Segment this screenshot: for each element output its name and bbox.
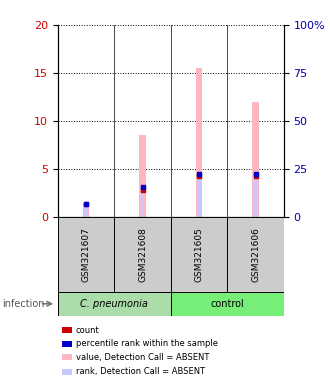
Bar <box>82 203 89 217</box>
Bar <box>252 102 259 217</box>
Bar <box>84 205 88 217</box>
Bar <box>197 174 201 217</box>
Bar <box>58 292 171 316</box>
Text: count: count <box>76 326 100 335</box>
Bar <box>227 217 284 292</box>
Text: infection: infection <box>2 299 44 309</box>
Text: control: control <box>211 299 244 309</box>
Bar <box>114 217 171 292</box>
Bar <box>62 354 72 360</box>
Bar <box>141 187 144 217</box>
Bar <box>62 341 72 347</box>
Text: GSM321605: GSM321605 <box>194 227 204 282</box>
Bar <box>254 174 257 217</box>
Bar <box>62 369 72 375</box>
Text: GSM321607: GSM321607 <box>82 227 90 282</box>
Text: percentile rank within the sample: percentile rank within the sample <box>76 339 218 348</box>
Text: value, Detection Call = ABSENT: value, Detection Call = ABSENT <box>76 353 209 362</box>
Bar <box>139 136 146 217</box>
Bar <box>62 328 72 333</box>
Bar <box>171 292 284 316</box>
Text: rank, Detection Call = ABSENT: rank, Detection Call = ABSENT <box>76 367 205 376</box>
Text: GSM321606: GSM321606 <box>251 227 260 282</box>
Text: GSM321608: GSM321608 <box>138 227 147 282</box>
Bar <box>58 217 114 292</box>
Bar <box>171 217 227 292</box>
Bar <box>196 68 202 217</box>
Text: C. pneumonia: C. pneumonia <box>80 299 148 309</box>
